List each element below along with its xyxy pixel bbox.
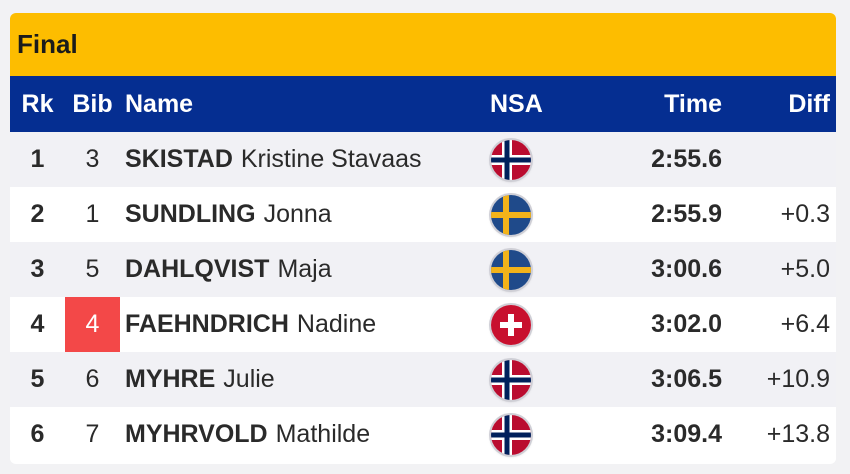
athlete-given-name: Nadine bbox=[296, 310, 377, 338]
time-cell: 3:06.5 bbox=[651, 365, 722, 393]
norway-flag-icon bbox=[491, 359, 531, 400]
diff-cell: +13.8 bbox=[766, 420, 830, 448]
results-title-bar: Final bbox=[10, 13, 836, 76]
athlete-given-name: Maja bbox=[277, 255, 332, 283]
time-cell: 2:55.6 bbox=[651, 145, 722, 173]
header-rank: Rk bbox=[21, 89, 54, 118]
table-row[interactable]: 2 1 SUNDLING Jonna 2:55.9 +0.3 bbox=[10, 187, 836, 242]
sweden-flag-icon bbox=[491, 249, 531, 290]
time-cell: 3:00.6 bbox=[651, 255, 722, 283]
time-cell: 3:09.4 bbox=[651, 420, 722, 448]
athlete-name[interactable]: DAHLQVIST Maja bbox=[125, 242, 485, 297]
diff-cell: +10.9 bbox=[766, 365, 830, 393]
results-title: Final bbox=[17, 29, 78, 59]
diff-cell: +5.0 bbox=[780, 255, 830, 283]
header-name: Name bbox=[125, 89, 194, 118]
rank-cell: 3 bbox=[30, 255, 45, 283]
header-nsa: NSA bbox=[490, 89, 543, 118]
table-row[interactable]: 3 5 DAHLQVIST Maja 3:00.6 +5.0 bbox=[10, 242, 836, 297]
header-time: Time bbox=[664, 89, 722, 118]
bib-cell: 7 bbox=[85, 420, 100, 448]
switzerland-flag-icon bbox=[491, 304, 531, 345]
athlete-name[interactable]: SUNDLING Jonna bbox=[125, 187, 485, 242]
rank-cell: 4 bbox=[30, 310, 45, 338]
bib-cell: 3 bbox=[85, 145, 100, 173]
header-diff: Diff bbox=[788, 89, 830, 118]
diff-cell bbox=[730, 132, 830, 187]
table-row[interactable]: 4 4 FAEHNDRICH Nadine 3:02.0 +6.4 bbox=[10, 297, 836, 352]
athlete-name[interactable]: MYHRVOLD Mathilde bbox=[125, 407, 485, 462]
nsa-cell bbox=[490, 352, 590, 407]
nsa-cell bbox=[490, 187, 590, 242]
bib-cell: 6 bbox=[85, 365, 100, 393]
diff-cell: +6.4 bbox=[780, 310, 830, 338]
bib-cell: 5 bbox=[85, 255, 100, 283]
athlete-given-name: Jonna bbox=[263, 200, 332, 228]
time-cell: 2:55.9 bbox=[651, 200, 722, 228]
athlete-name[interactable]: MYHRE Julie bbox=[125, 352, 485, 407]
table-row[interactable]: 5 6 MYHRE Julie 3:06.5 +10.9 bbox=[10, 352, 836, 407]
athlete-given-name: Kristine Stavaas bbox=[240, 145, 422, 173]
results-panel: Final Rk Bib Name NSA Time Diff 1 3 SKIS… bbox=[10, 13, 836, 464]
table-row[interactable]: 1 3 SKISTAD Kristine Stavaas 2:55.6 bbox=[10, 132, 836, 187]
athlete-surname: MYHRVOLD bbox=[125, 420, 268, 448]
norway-flag-icon bbox=[491, 139, 531, 180]
diff-cell: +0.3 bbox=[780, 200, 830, 228]
time-cell: 3:02.0 bbox=[651, 310, 722, 338]
table-row[interactable]: 6 7 MYHRVOLD Mathilde 3:09.4 +13.8 bbox=[10, 407, 836, 462]
athlete-surname: FAEHNDRICH bbox=[125, 310, 289, 338]
bib-cell: 4 bbox=[65, 297, 120, 352]
athlete-given-name: Julie bbox=[223, 365, 275, 393]
athlete-surname: SUNDLING bbox=[125, 200, 256, 228]
rank-cell: 5 bbox=[30, 365, 45, 393]
athlete-surname: DAHLQVIST bbox=[125, 255, 270, 283]
norway-flag-icon bbox=[491, 414, 531, 455]
nsa-cell bbox=[490, 242, 590, 297]
rank-cell: 2 bbox=[30, 200, 45, 228]
results-rows: 1 3 SKISTAD Kristine Stavaas 2:55.6 2 1 … bbox=[10, 132, 836, 462]
nsa-cell bbox=[490, 132, 590, 187]
athlete-name[interactable]: FAEHNDRICH Nadine bbox=[125, 297, 485, 352]
athlete-surname: SKISTAD bbox=[125, 145, 233, 173]
rank-cell: 1 bbox=[30, 145, 45, 173]
table-header: Rk Bib Name NSA Time Diff bbox=[10, 76, 836, 132]
athlete-name[interactable]: SKISTAD Kristine Stavaas bbox=[125, 132, 485, 187]
bib-cell: 1 bbox=[85, 200, 100, 228]
nsa-cell bbox=[490, 297, 590, 352]
athlete-surname: MYHRE bbox=[125, 365, 216, 393]
sweden-flag-icon bbox=[491, 194, 531, 235]
header-bib: Bib bbox=[72, 89, 113, 118]
rank-cell: 6 bbox=[30, 420, 45, 448]
athlete-given-name: Mathilde bbox=[275, 420, 371, 448]
nsa-cell bbox=[490, 407, 590, 462]
